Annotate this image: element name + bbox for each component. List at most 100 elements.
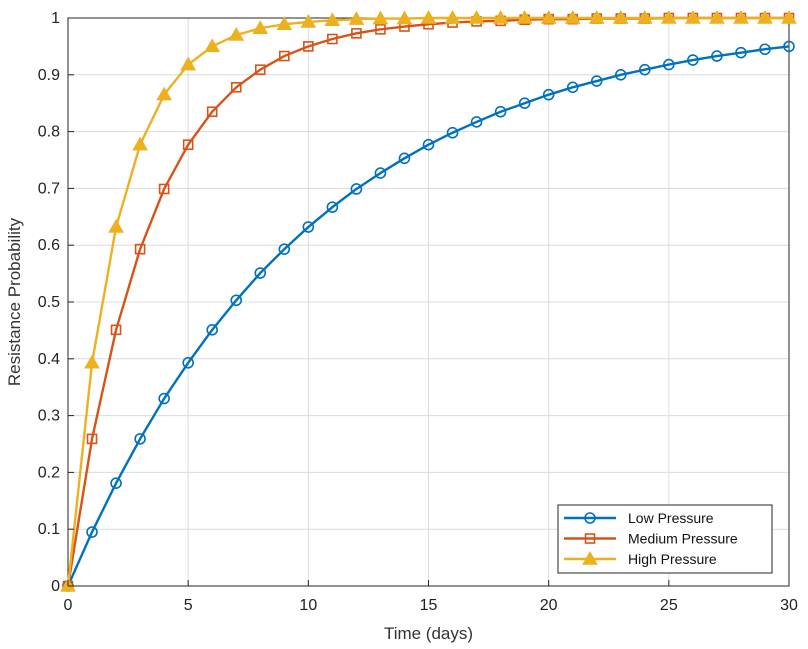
data-point-0-5 xyxy=(182,356,194,369)
data-point-1-6 xyxy=(206,106,218,118)
data-point-0-1 xyxy=(86,526,98,538)
data-point-0-13 xyxy=(374,167,387,179)
data-point-0-18 xyxy=(494,105,507,118)
data-point-0-10 xyxy=(302,221,315,233)
data-point-1-8 xyxy=(254,64,266,75)
data-point-2-9 xyxy=(276,16,293,30)
data-point-2-18 xyxy=(492,9,509,24)
y-tick-label-1: 0.1 xyxy=(38,521,60,538)
data-point-1-11 xyxy=(327,33,338,45)
data-point-2-23 xyxy=(612,9,629,24)
data-point-1-10 xyxy=(303,41,314,52)
series-layer xyxy=(60,9,797,592)
data-point-1-2 xyxy=(110,324,122,336)
y-axis-label: Resistance Probability xyxy=(5,217,24,386)
y-tick-label-7: 0.7 xyxy=(38,180,60,197)
data-point-2-11 xyxy=(324,12,341,27)
series-line-0 xyxy=(66,45,790,587)
legend-items: Low Pressure Medium Pressure High Pressure xyxy=(564,510,738,567)
data-point-1-7 xyxy=(230,81,242,93)
y-tick-label-3: 0.3 xyxy=(38,408,60,425)
x-tick-label-5: 25 xyxy=(660,597,678,614)
x-tick-label-1: 5 xyxy=(184,597,193,614)
data-point-2-8 xyxy=(252,20,269,34)
data-point-0-2 xyxy=(110,477,122,489)
data-point-0-29 xyxy=(759,43,771,56)
legend-label-1: Medium Pressure xyxy=(628,531,738,547)
data-point-1-1 xyxy=(86,433,98,445)
data-point-0-16 xyxy=(446,126,459,139)
data-point-0-9 xyxy=(278,243,291,255)
tick-labels: 0 5 10 15 20 25 30 0 0.1 0.2 0.3 0.4 0.5 0.6 0.7 0.8 0.9… xyxy=(38,10,798,614)
data-point-2-12 xyxy=(348,11,365,25)
data-point-1-9 xyxy=(278,50,290,62)
x-tick-label-3: 15 xyxy=(420,597,438,614)
y-tick-label-9: 0.9 xyxy=(38,67,60,84)
x-tick-label-6: 30 xyxy=(780,597,798,614)
legend-marker-0 xyxy=(584,512,596,524)
legend-item-0: Low Pressure xyxy=(564,510,714,526)
data-point-0-25 xyxy=(663,58,675,71)
data-point-0-14 xyxy=(398,152,411,165)
y-tick-label-0: 0 xyxy=(51,578,60,595)
legend-label-2: High Pressure xyxy=(628,551,717,567)
data-point-2-24 xyxy=(636,9,653,24)
data-point-0-27 xyxy=(711,50,723,62)
data-point-0-6 xyxy=(206,324,218,336)
data-point-0-23 xyxy=(614,69,627,81)
data-point-0-12 xyxy=(350,183,363,195)
data-point-2-29 xyxy=(757,9,773,24)
data-point-2-21 xyxy=(564,9,581,24)
data-point-0-19 xyxy=(518,97,531,109)
data-point-2-4 xyxy=(156,86,172,101)
data-point-2-1 xyxy=(84,354,100,369)
data-point-0-7 xyxy=(230,294,243,307)
data-point-2-3 xyxy=(132,136,148,151)
data-point-2-2 xyxy=(108,219,124,233)
data-point-2-25 xyxy=(660,9,677,24)
data-point-2-17 xyxy=(468,9,485,24)
data-point-2-5 xyxy=(180,56,197,71)
data-point-2-27 xyxy=(709,9,725,24)
legend-marker-1 xyxy=(584,533,596,544)
data-point-0-11 xyxy=(326,201,339,213)
y-tick-label-8: 0.8 xyxy=(38,124,60,141)
data-point-0-24 xyxy=(638,63,651,76)
data-point-0-20 xyxy=(542,88,555,101)
data-point-0-30 xyxy=(783,40,795,53)
legend-marker-2 xyxy=(582,550,598,565)
y-tick-label-2: 0.2 xyxy=(38,464,60,481)
y-tick-label-4: 0.4 xyxy=(38,351,60,368)
data-point-2-14 xyxy=(396,10,413,25)
data-point-2-13 xyxy=(372,10,389,25)
data-point-0-22 xyxy=(590,75,603,87)
x-tick-label-0: 0 xyxy=(64,597,73,614)
data-point-2-19 xyxy=(516,9,533,24)
data-point-2-28 xyxy=(733,9,749,24)
legend-item-1: Medium Pressure xyxy=(564,531,738,547)
x-tick-label-4: 20 xyxy=(540,597,558,614)
data-point-0-21 xyxy=(566,81,579,94)
data-point-2-26 xyxy=(685,9,701,24)
x-tick-label-2: 10 xyxy=(299,597,317,614)
data-point-1-4 xyxy=(158,183,170,195)
legend-label-0: Low Pressure xyxy=(628,510,714,526)
series-high-pressure xyxy=(60,9,797,592)
data-point-0-15 xyxy=(422,138,435,151)
x-axis-label: Time (days) xyxy=(384,624,473,643)
data-point-0-28 xyxy=(735,46,747,59)
data-point-0-8 xyxy=(254,267,267,279)
data-point-0-3 xyxy=(134,433,146,445)
data-point-0-26 xyxy=(687,54,699,66)
data-point-2-20 xyxy=(540,9,557,24)
data-point-2-22 xyxy=(588,9,605,24)
data-point-1-5 xyxy=(182,139,194,150)
data-point-2-30 xyxy=(781,9,797,24)
data-point-1-13 xyxy=(375,24,386,35)
y-tick-label-6: 0.6 xyxy=(38,237,60,254)
data-point-1-12 xyxy=(351,28,362,39)
y-tick-label-5: 0.5 xyxy=(38,294,60,311)
data-point-0-17 xyxy=(470,116,483,128)
